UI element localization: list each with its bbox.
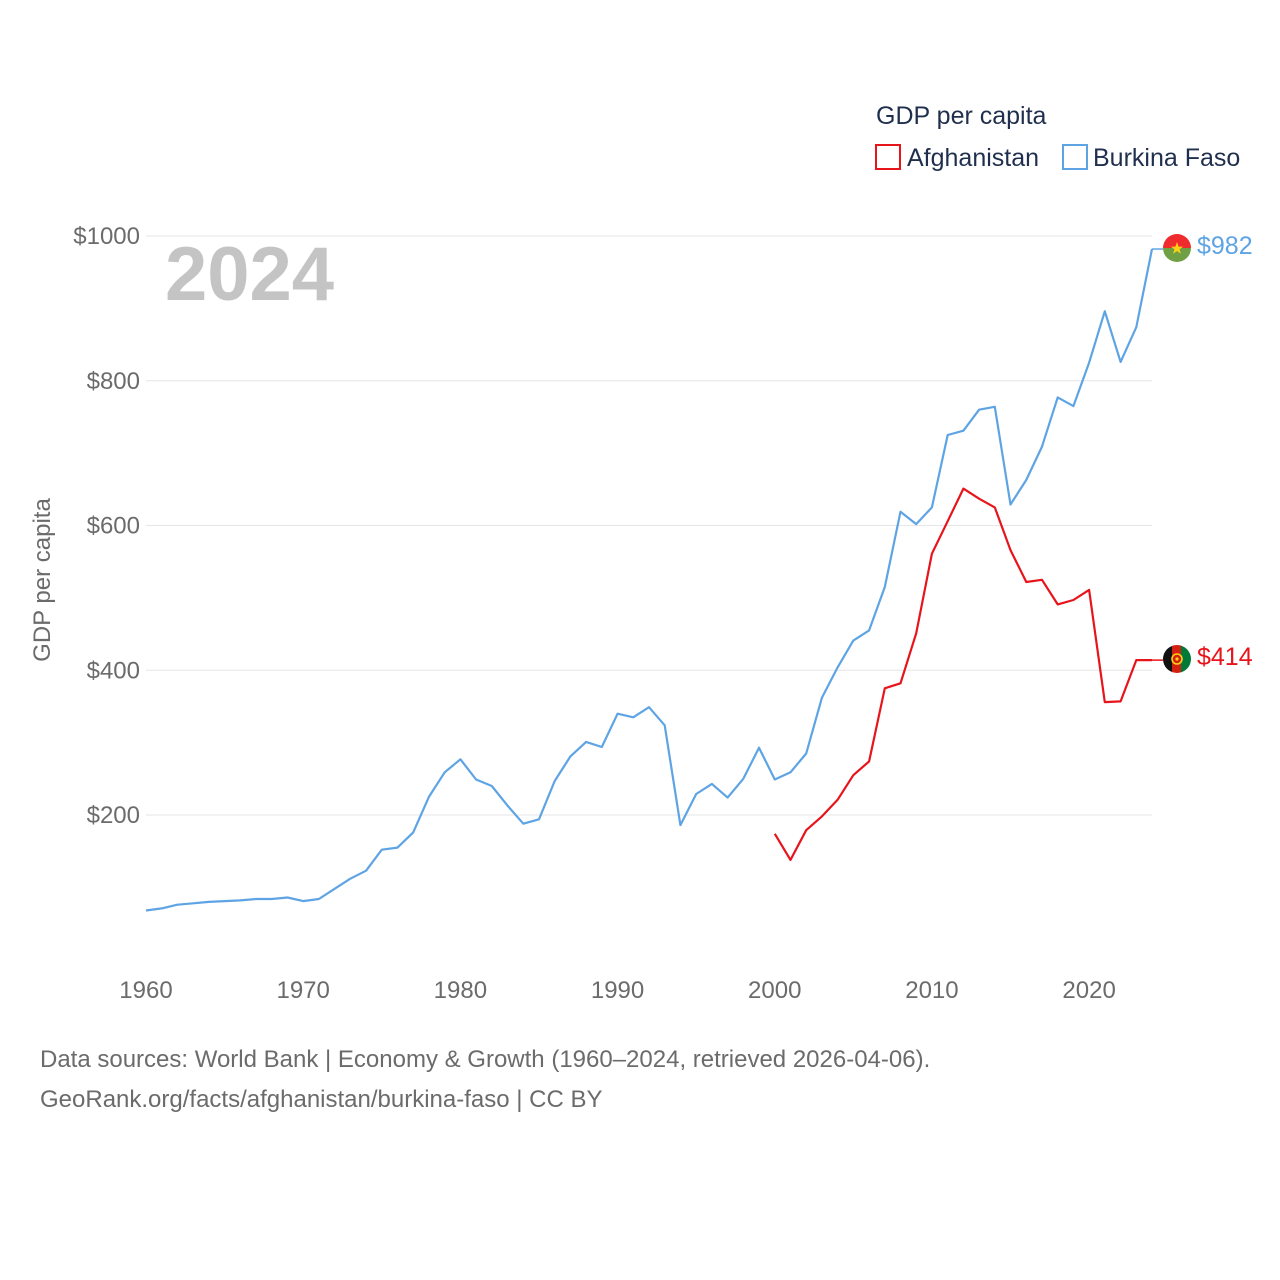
- legend-swatch-burkina-faso: [1062, 144, 1088, 170]
- source-line-1: Data sources: World Bank | Economy & Gro…: [40, 1046, 931, 1073]
- x-tick-label: 2000: [748, 977, 801, 1004]
- year-label: 2024: [165, 232, 334, 317]
- end-value-burkina-faso: $982: [1197, 232, 1253, 260]
- burkina-faso-flag-icon: [1163, 234, 1191, 262]
- x-tick-label: 1970: [276, 977, 329, 1004]
- legend-title: GDP per capita: [876, 102, 1047, 130]
- y-axis: $200 $400 $600 $800 $1000: [73, 223, 140, 829]
- source-line-2: GeoRank.org/facts/afghanistan/burkina-fa…: [40, 1086, 603, 1113]
- x-tick-label: 1990: [591, 977, 644, 1004]
- afghanistan-flag-icon: [1163, 645, 1191, 673]
- y-tick-label: $600: [87, 513, 140, 540]
- legend-label-burkina-faso: Burkina Faso: [1093, 144, 1240, 172]
- y-tick-label: $1000: [73, 223, 140, 250]
- x-tick-label: 2020: [1062, 977, 1115, 1004]
- legend: GDP per capita Afghanistan Burkina Faso: [875, 102, 1240, 172]
- source-note: Data sources: World Bank | Economy & Gro…: [40, 1040, 930, 1120]
- y-tick-label: $200: [87, 802, 140, 829]
- x-axis: 1960 1970 1980 1990 2000 2010 2020: [119, 977, 1116, 1004]
- y-tick-label: $400: [87, 657, 140, 684]
- series-layer: [145, 248, 1163, 912]
- y-axis-title: GDP per capita: [29, 498, 56, 662]
- legend-swatch-afghanistan: [875, 144, 901, 170]
- x-tick-label: 1980: [434, 977, 487, 1004]
- y-tick-label: $800: [87, 368, 140, 395]
- series-line-burkina-faso: [145, 248, 1154, 912]
- x-tick-label: 2010: [905, 977, 958, 1004]
- end-value-afghanistan: $414: [1197, 643, 1253, 671]
- gridlines: [146, 235, 1152, 816]
- x-tick-label: 1960: [119, 977, 172, 1004]
- series-line-afghanistan: [773, 487, 1152, 862]
- legend-label-afghanistan: Afghanistan: [907, 144, 1039, 172]
